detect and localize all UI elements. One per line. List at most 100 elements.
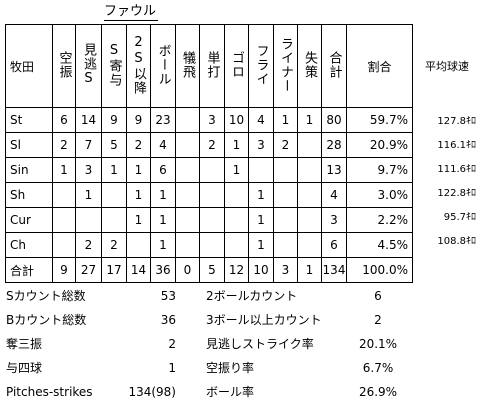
table-cell: 9 <box>52 257 76 283</box>
table-cell: 2 <box>126 132 151 158</box>
foul-group-label: ファウル <box>104 4 159 21</box>
table-cell <box>175 232 200 258</box>
table-cell <box>224 207 249 233</box>
table-cell <box>273 232 298 258</box>
table-cell: 6 <box>150 157 176 183</box>
table-cell: 5 <box>101 132 127 158</box>
table-cell: 17 <box>101 257 127 283</box>
table-cell <box>297 157 322 183</box>
stat-value: 20.1% <box>358 337 398 351</box>
stat-label: Bカウント総数 <box>6 313 87 327</box>
table-row: Ch 2 2 1 1 6 4.5% <box>5 232 413 258</box>
table-row: Sin 1 3 1 1 6 1 13 9.7% <box>5 157 413 183</box>
table-cell: 3 <box>199 107 225 133</box>
header-cell: 2S以降 <box>126 24 151 108</box>
table-cell <box>273 157 298 183</box>
table-cell: 12 <box>224 257 249 283</box>
table-cell: 2 <box>199 132 225 158</box>
table-cell: 1 <box>126 182 151 208</box>
table-cell: 1 <box>248 232 274 258</box>
table-row: Cur 1 1 1 3 2.2% <box>5 207 413 233</box>
table-cell: 1 <box>224 132 249 158</box>
table-cell <box>297 207 322 233</box>
header-cell: フライ <box>248 24 274 108</box>
table-cell <box>199 232 225 258</box>
header-cell: 見逃S <box>75 24 102 108</box>
table-cell: 4 <box>248 107 274 133</box>
table-cell: 28 <box>321 132 347 158</box>
table-cell <box>101 207 127 233</box>
table-cell: 4.5% <box>346 232 413 258</box>
avg-speed-value: 116.1ｷﾛ <box>437 140 476 151</box>
table-cell <box>297 132 322 158</box>
header-row: 牧田 空振 見逃S S寄与 2S以降 ボール 犠飛 単打 ゴロ フライ ライナー… <box>5 24 413 108</box>
table-cell: 9 <box>101 107 127 133</box>
pitch-type-label: Sin <box>5 157 53 183</box>
avg-speed-value: 95.7ｷﾛ <box>443 212 476 223</box>
table-cell: 27 <box>75 257 102 283</box>
table-cell: 1 <box>150 207 176 233</box>
stat-value: 134(98) <box>128 385 176 399</box>
table-cell <box>297 232 322 258</box>
table-cell: 1 <box>248 182 274 208</box>
table-row: Sh 1 1 1 1 4 3.0% <box>5 182 413 208</box>
stat-value: 26.9% <box>358 385 398 399</box>
table-cell <box>248 157 274 183</box>
table-cell <box>199 207 225 233</box>
stat-value: 6 <box>374 289 382 303</box>
stat-label: ボール率 <box>206 385 255 399</box>
stat-label: 2ボールカウント <box>206 289 298 303</box>
table-cell <box>75 207 102 233</box>
table-cell: 1 <box>150 232 176 258</box>
table-cell: 1 <box>224 157 249 183</box>
header-cell: ゴロ <box>224 24 249 108</box>
table-cell <box>199 157 225 183</box>
table-cell: 1 <box>273 107 298 133</box>
table-cell: 10 <box>224 107 249 133</box>
pitch-type-label: Sl <box>5 132 53 158</box>
pitch-breakdown-table: 牧田 空振 見逃S S寄与 2S以降 ボール 犠飛 単打 ゴロ フライ ライナー… <box>5 24 413 283</box>
header-cell: ライナー <box>273 24 298 108</box>
table-cell: 6 <box>321 232 347 258</box>
table-cell <box>273 182 298 208</box>
table-cell: 1 <box>75 182 102 208</box>
pitch-type-label: 合計 <box>5 257 53 283</box>
table-cell: 7 <box>75 132 102 158</box>
table-cell <box>52 207 76 233</box>
table-cell: 2 <box>273 132 298 158</box>
table-cell: 0 <box>175 257 200 283</box>
table-cell: 1 <box>297 257 322 283</box>
table-cell: 3 <box>248 132 274 158</box>
avg-speed-value: 127.8ｷﾛ <box>437 116 476 127</box>
table-row: 合計 9 27 17 14 36 0 5 12 10 3 1 134 100.0% <box>5 257 413 283</box>
stat-value: 1 <box>168 361 176 375</box>
stat-label: 奪三振 <box>6 337 43 351</box>
table-cell: 1 <box>150 182 176 208</box>
header-cell: 単打 <box>199 24 225 108</box>
table-cell: 1 <box>126 207 151 233</box>
table-cell <box>199 182 225 208</box>
table-cell <box>175 157 200 183</box>
table-cell <box>175 207 200 233</box>
table-cell: 9 <box>126 107 151 133</box>
speed-header: 平均球速 <box>425 60 469 73</box>
avg-speed-value: 108.8ｷﾛ <box>437 236 476 247</box>
table-cell <box>175 132 200 158</box>
table-cell: 3 <box>321 207 347 233</box>
table-row: St 6 14 9 9 23 3 10 4 1 1 80 59.7% <box>5 107 413 133</box>
table-cell: 36 <box>150 257 176 283</box>
avg-speed-value: 111.6ｷﾛ <box>437 164 476 175</box>
stat-label: Sカウント総数 <box>6 289 86 303</box>
table-cell: 13 <box>321 157 347 183</box>
table-cell: 23 <box>150 107 176 133</box>
table-cell: 6 <box>52 107 76 133</box>
table-cell: 1 <box>101 157 127 183</box>
table-cell <box>126 232 151 258</box>
header-cell: ボール <box>150 24 176 108</box>
stat-label: 3ボール以上カウント <box>206 313 322 327</box>
table-cell <box>175 107 200 133</box>
table-cell: 2.2% <box>346 207 413 233</box>
table-cell: 14 <box>75 107 102 133</box>
table-cell <box>297 182 322 208</box>
table-cell: 3 <box>75 157 102 183</box>
